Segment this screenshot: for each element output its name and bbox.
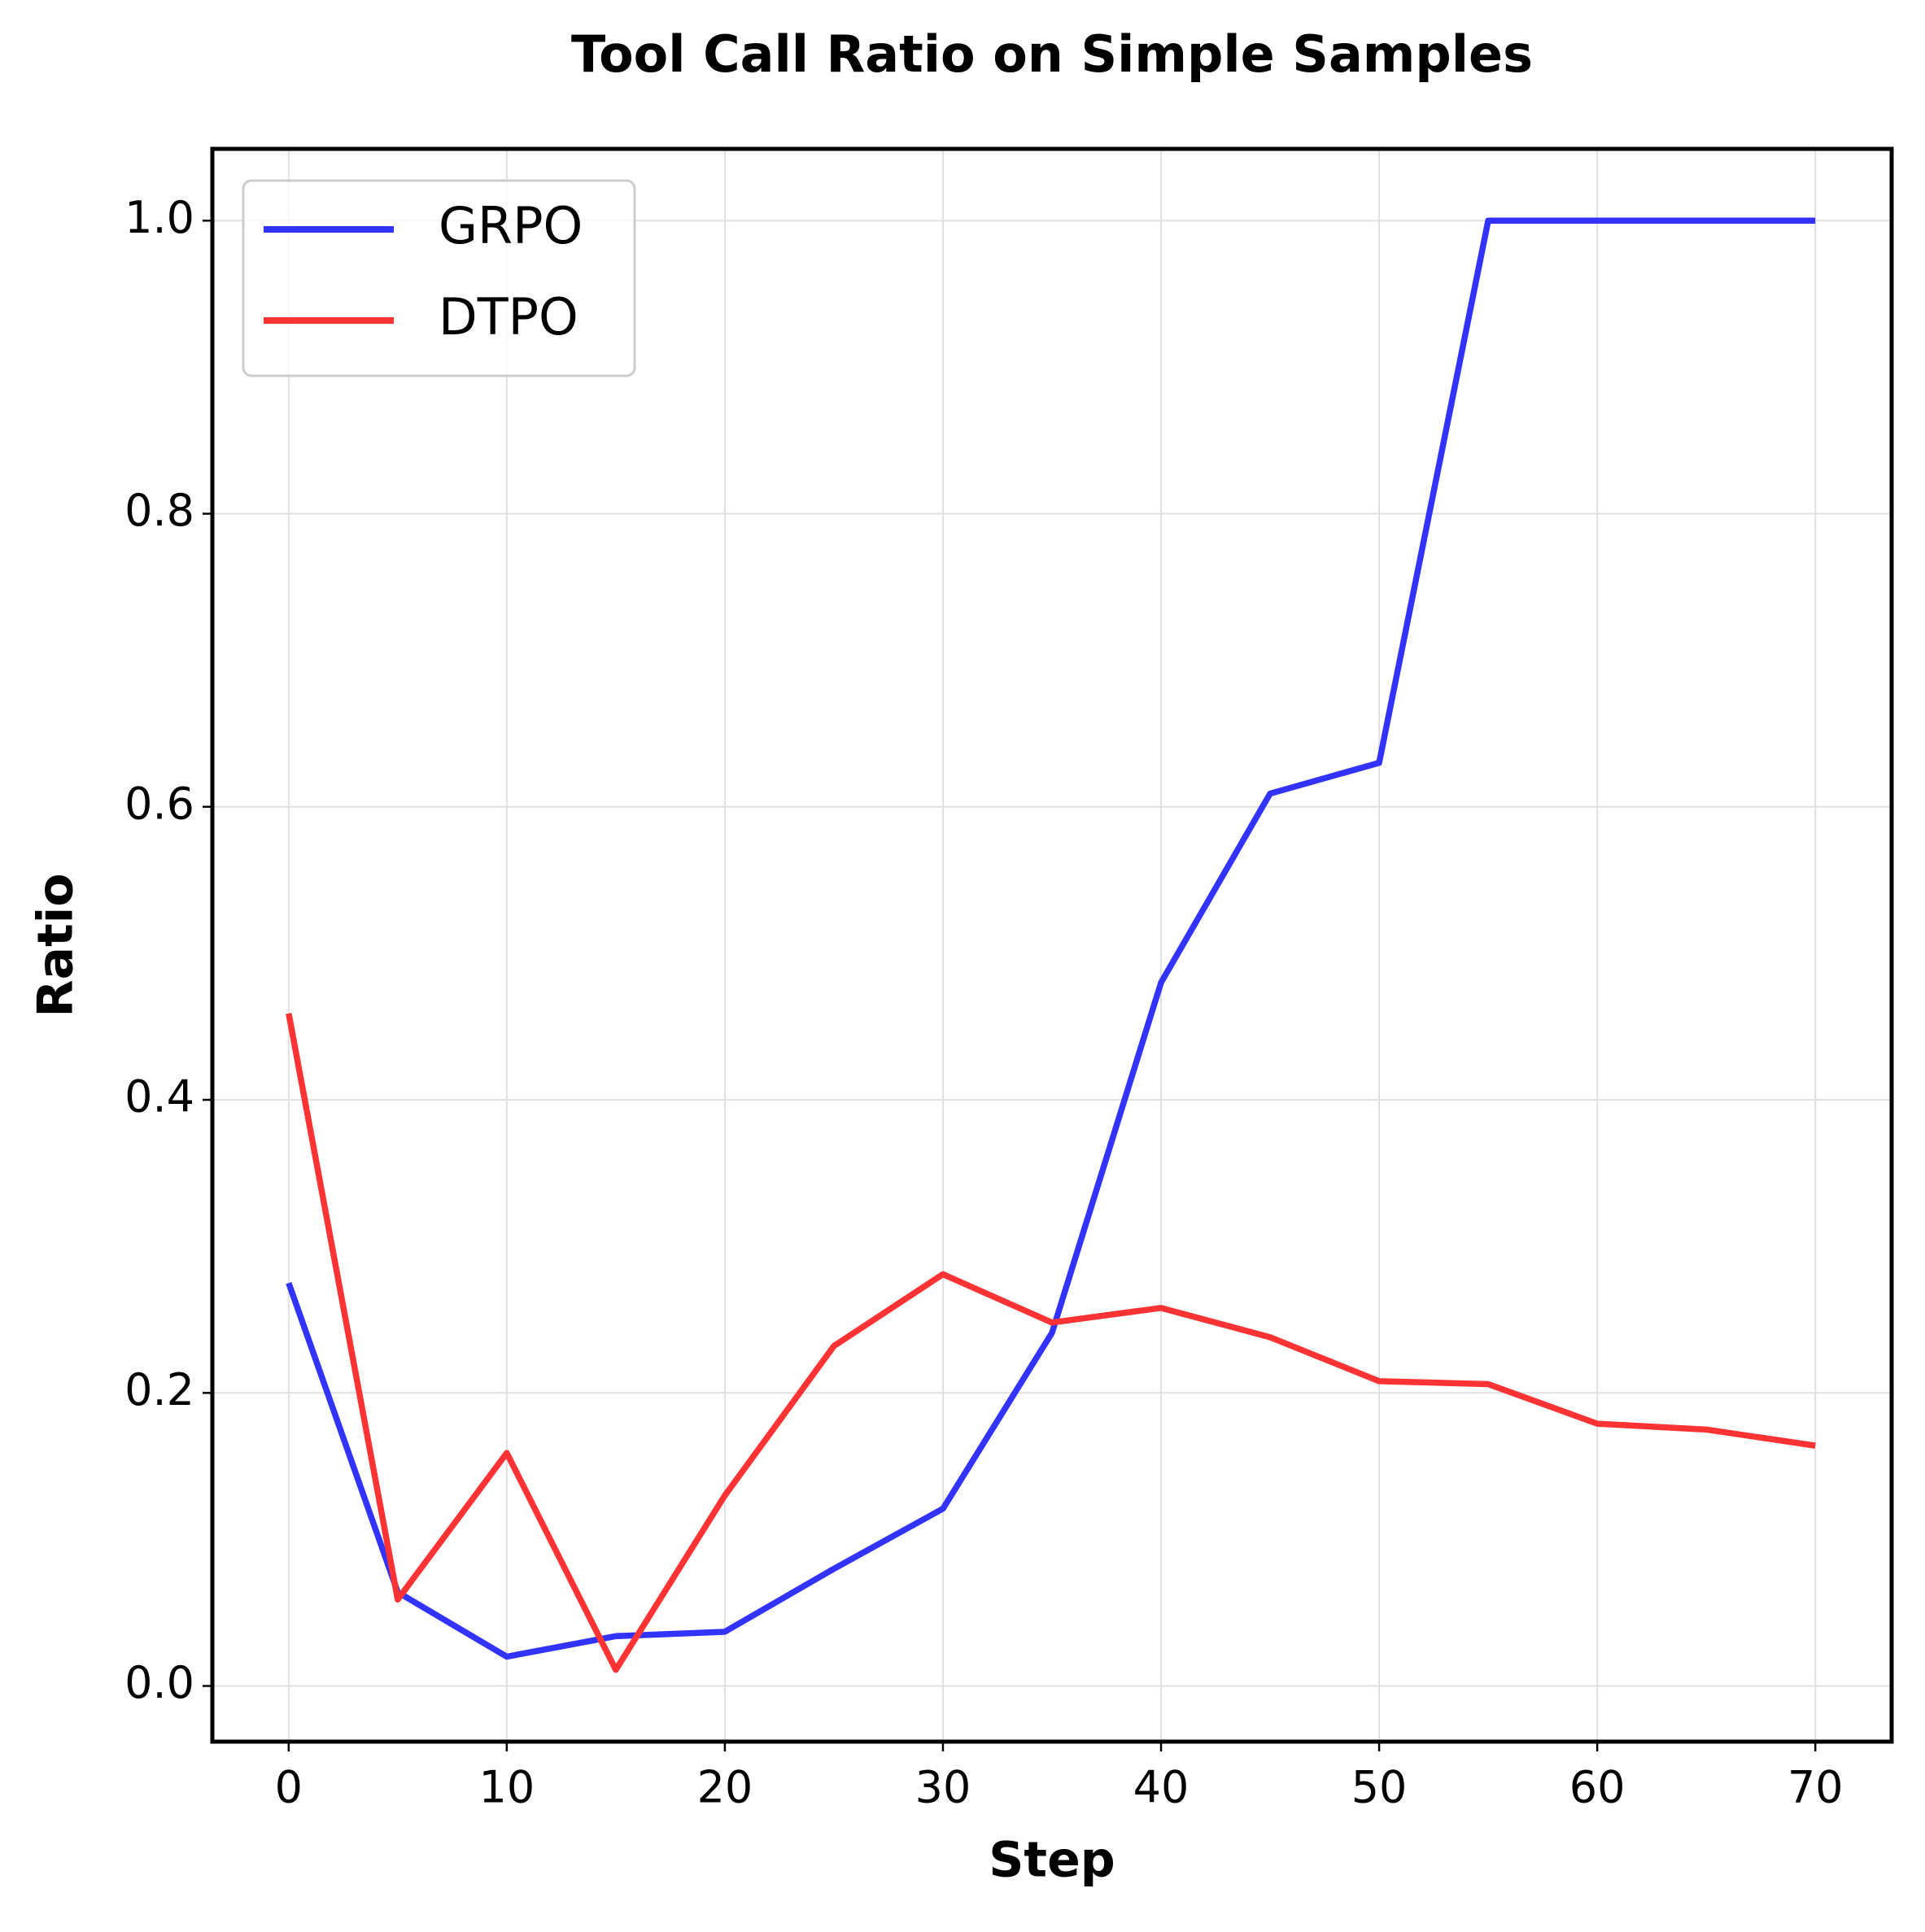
series-line bbox=[286, 1013, 1816, 1673]
x-tick-label: 10 bbox=[479, 1762, 535, 1813]
y-tick-label: 1.0 bbox=[124, 192, 194, 243]
y-tick-label: 0.8 bbox=[124, 485, 194, 536]
chart-title: Tool Call Ratio on Simple Samples bbox=[571, 24, 1533, 84]
x-tick-label: 20 bbox=[697, 1762, 753, 1813]
x-tick-label: 50 bbox=[1351, 1762, 1408, 1813]
x-tick-label: 70 bbox=[1788, 1762, 1844, 1813]
series-line bbox=[286, 217, 1816, 1660]
legend-label: DTPO bbox=[439, 287, 578, 347]
y-tick-label: 0.6 bbox=[124, 778, 194, 829]
x-tick-label: 60 bbox=[1569, 1762, 1626, 1813]
plot-frame bbox=[210, 146, 1894, 1744]
y-tick-label: 0.2 bbox=[124, 1364, 194, 1415]
x-tick-label: 30 bbox=[915, 1762, 971, 1813]
legend-label: GRPO bbox=[439, 196, 583, 255]
y-axis-label: Ratio bbox=[28, 873, 85, 1017]
y-tick-label: 0.0 bbox=[124, 1657, 194, 1708]
x-tick-label: 40 bbox=[1133, 1762, 1189, 1813]
x-tick-label: 0 bbox=[275, 1762, 303, 1813]
y-tick-label: 0.4 bbox=[124, 1071, 194, 1123]
x-axis-label: Step bbox=[989, 1832, 1115, 1889]
